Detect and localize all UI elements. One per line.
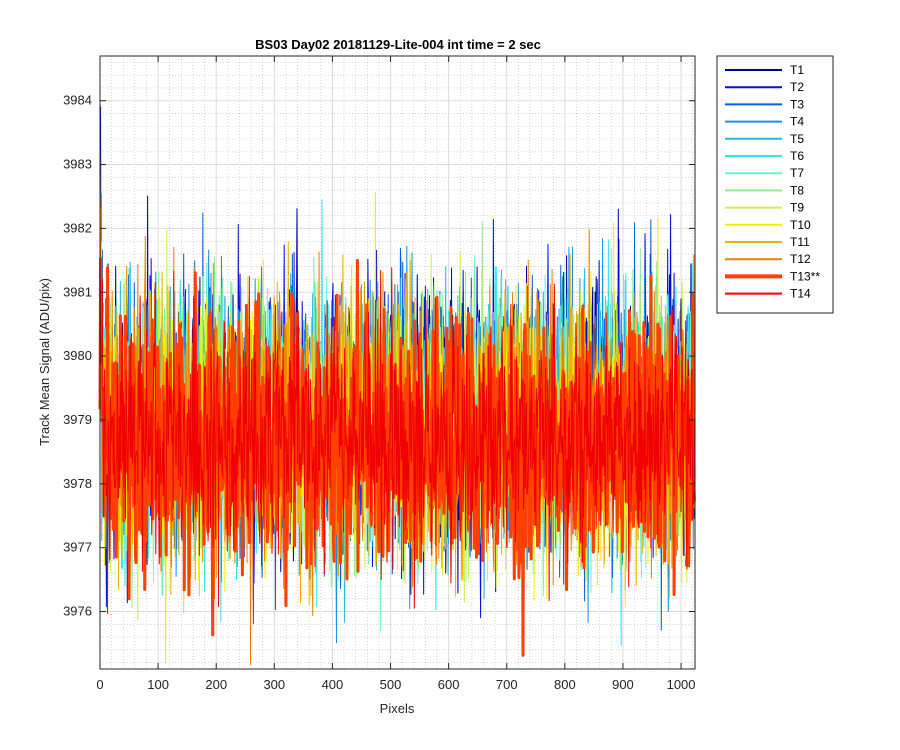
series-line-t14 xyxy=(99,235,695,625)
x-tick-label: 400 xyxy=(322,677,344,692)
legend-label: T8 xyxy=(790,183,804,197)
x-tick-label: 100 xyxy=(147,677,169,692)
legend-item[interactable]: T7 xyxy=(725,166,804,180)
legend-item[interactable]: T2 xyxy=(725,80,804,94)
x-axis-label: Pixels xyxy=(380,701,415,716)
y-tick-label: 3984 xyxy=(63,93,92,108)
legend-label: T14 xyxy=(790,287,811,301)
series-lines xyxy=(98,106,696,666)
legend-label: T6 xyxy=(790,149,804,163)
y-tick-label: 3977 xyxy=(63,540,92,555)
legend-item[interactable]: T4 xyxy=(725,115,804,129)
legend-item[interactable]: T12 xyxy=(725,252,811,266)
legend-item[interactable]: T9 xyxy=(725,201,804,215)
x-axis: 0 100 200 300 400 500 600 700 800 900 1000 xyxy=(96,56,696,692)
y-tick-label: 3980 xyxy=(63,348,92,363)
plot-frame xyxy=(99,55,696,670)
legend-box xyxy=(716,55,834,314)
y-tick-label: 3979 xyxy=(63,412,92,427)
y-axis: 3976 3977 3978 3979 3980 3981 3982 3983 3984 xyxy=(63,93,695,619)
legend-label: T7 xyxy=(790,166,804,180)
chart-title: BS03 Day02 20181129-Lite-004 int time = … xyxy=(255,37,541,52)
x-tick-label: 600 xyxy=(438,677,460,692)
legend-item[interactable]: T5 xyxy=(725,132,804,146)
legend-label: T4 xyxy=(790,115,804,129)
legend-item[interactable]: T10 xyxy=(725,218,811,232)
legend-label: T10 xyxy=(790,218,811,232)
x-tick-label: 0 xyxy=(96,677,103,692)
y-axis-label: Track Mean Signal (ADU/pix) xyxy=(37,278,52,446)
x-tick-label: 300 xyxy=(263,677,285,692)
y-tick-label: 3976 xyxy=(63,604,92,619)
x-tick-label: 200 xyxy=(205,677,227,692)
legend-item[interactable]: T3 xyxy=(725,97,804,111)
x-tick-label: 800 xyxy=(554,677,576,692)
legend-item[interactable]: T14 xyxy=(725,287,811,301)
legend-item[interactable]: T8 xyxy=(725,183,804,197)
legend-label: T5 xyxy=(790,132,804,146)
legend-label: T3 xyxy=(790,97,804,111)
legend-label: T1 xyxy=(790,63,804,77)
legend-label: T12 xyxy=(790,252,811,266)
legend-label: T2 xyxy=(790,80,804,94)
x-tick-label: 700 xyxy=(496,677,518,692)
x-tick-label: 1000 xyxy=(667,677,696,692)
legend[interactable]: T1 T2 T3 T4 T5 T6 T7 T8 T9 T10 T11 T12 T13** T14 xyxy=(716,55,834,314)
legend-item[interactable]: T11 xyxy=(725,235,810,249)
y-tick-label: 3978 xyxy=(63,476,92,491)
y-tick-label: 3981 xyxy=(63,284,92,299)
y-tick-label: 3982 xyxy=(63,220,92,235)
legend-label: T13** xyxy=(790,269,820,283)
legend-item[interactable]: T13** xyxy=(725,269,820,283)
legend-label: T9 xyxy=(790,201,804,215)
legend-item[interactable]: T6 xyxy=(725,149,804,163)
x-tick-label: 500 xyxy=(380,677,402,692)
y-tick-label: 3983 xyxy=(63,157,92,172)
legend-item[interactable]: T1 xyxy=(725,63,804,77)
legend-label: T11 xyxy=(790,235,810,249)
x-tick-label: 900 xyxy=(612,677,634,692)
